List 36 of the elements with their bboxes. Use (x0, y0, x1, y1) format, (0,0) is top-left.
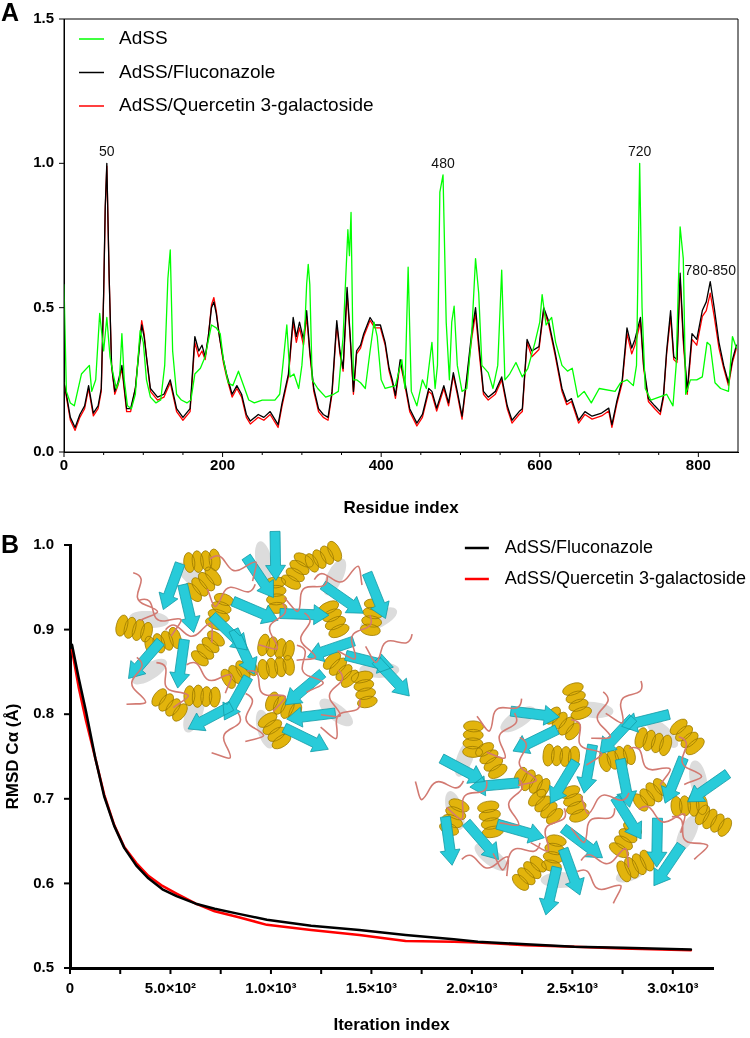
annotation: 720 (628, 143, 652, 160)
y-tick-label: 0.5 (33, 297, 54, 315)
legend-label: AdSS (119, 27, 168, 49)
annotation: 780-850 (684, 261, 737, 278)
x-tick-label: 0 (65, 979, 75, 997)
x-tick-label: 5.0×10² (144, 979, 197, 997)
y-tick-label: 0.9 (33, 619, 54, 637)
legend-label: AdSS/Quercetin 3-galactoside (119, 94, 374, 116)
x-tick-label: 0 (59, 456, 69, 474)
legend-label: AdSS/Quercetin 3-galactoside (504, 567, 746, 588)
x-axis-title: Iteration index (333, 1015, 451, 1035)
x-tick-label: 600 (527, 456, 553, 474)
y-tick-label: 0.5 (33, 958, 54, 976)
x-tick-label: 1.0×10³ (245, 979, 297, 997)
x-tick-label: 2.5×10³ (546, 979, 598, 997)
y-tick-label: 1.0 (33, 535, 54, 553)
chart-title: A (1, 0, 20, 26)
y-tick-label: 1.0 (33, 153, 54, 171)
x-tick-label: 800 (685, 456, 711, 474)
y-tick-label: 0.6 (33, 873, 54, 891)
annotation: 480 (431, 154, 455, 171)
annotation: 50 (99, 143, 115, 160)
x-tick-label: 1.5×10³ (345, 979, 398, 997)
legend-label: AdSS/Fluconazole (504, 536, 653, 557)
x-tick-label: 2.0×10³ (446, 979, 498, 997)
x-tick-label: 3.0×10³ (647, 979, 699, 997)
x-axis-title: Residue index (343, 498, 460, 518)
y-tick-label: 0.0 (33, 442, 54, 460)
x-tick-label: 400 (368, 456, 394, 474)
legend-label: AdSS/Fluconazole (119, 60, 276, 82)
y-tick-label: 0.7 (33, 788, 54, 806)
chart-title: B (1, 529, 20, 558)
x-tick-label: 200 (210, 456, 236, 474)
y-axis-title: RMSD Cα (Å) (2, 703, 22, 810)
y-tick-label: 0.8 (33, 704, 54, 722)
y-tick-label: 1.5 (33, 9, 54, 27)
